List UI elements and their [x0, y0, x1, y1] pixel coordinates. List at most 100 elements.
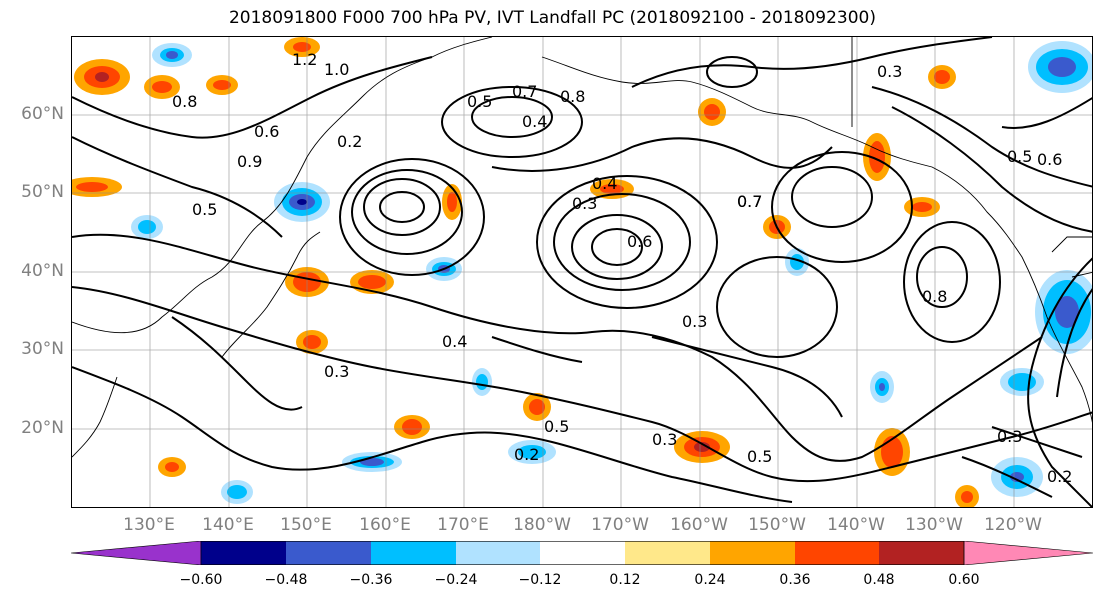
- anomaly-blob: [74, 59, 130, 95]
- shaded-field: [72, 37, 1092, 507]
- lon-label-170w: 170°W: [591, 515, 649, 535]
- map-canvas: 1.2 1.0 0.8 0.6 0.5 0.7 0.4 0.3 0.2 0.8 …: [72, 37, 1092, 507]
- contour: [72, 233, 1043, 462]
- contour-label: 0.5: [192, 200, 217, 219]
- lat-label-20n: 20°N: [21, 418, 64, 438]
- anomaly-blob: [284, 37, 320, 57]
- lon-label-180w: 180°W: [513, 515, 571, 535]
- contour: [363, 178, 441, 236]
- lon-label-150w: 150°W: [748, 515, 806, 535]
- lon-label-130e: 130°E: [123, 515, 175, 535]
- anomaly-blob: [158, 457, 186, 477]
- colorbar-segment: [201, 541, 286, 565]
- graticule: [72, 37, 1092, 507]
- anomaly-blob: [221, 480, 253, 504]
- contour-label: 0.4: [522, 112, 547, 131]
- lon-label-170e: 170°E: [437, 515, 489, 535]
- anomaly-blob: [144, 75, 180, 99]
- contour-label: 0.5: [544, 417, 569, 436]
- contour: [631, 37, 993, 88]
- colorbar-tick: −0.60: [179, 572, 223, 588]
- anomaly-blob: [991, 457, 1043, 497]
- lon-label-160w: 160°W: [670, 515, 728, 535]
- contour: [1056, 288, 1092, 398]
- lat-label-50n: 50°N: [21, 182, 64, 202]
- contour-label: 0.8: [560, 87, 585, 106]
- contour: [471, 96, 553, 138]
- contour-label: 0.2: [514, 445, 539, 464]
- contour-label: 0.3: [324, 362, 349, 381]
- contour: [1027, 257, 1092, 507]
- contour: [491, 137, 833, 172]
- colorbar: [70, 540, 1094, 569]
- anomaly-blob: [698, 98, 726, 126]
- colorbar-tick: −0.24: [434, 572, 478, 588]
- contour-label: 0.3: [877, 62, 902, 81]
- colorbar-segment: [286, 541, 371, 565]
- contour-label: 0.7: [512, 82, 537, 101]
- anomaly-blob: [508, 440, 556, 464]
- contour: [171, 316, 303, 411]
- contour: [591, 228, 643, 266]
- colorbar-segment: [795, 541, 879, 565]
- lat-label-60n: 60°N: [21, 104, 64, 124]
- anomaly-blob: [472, 368, 492, 396]
- anomaly-blob: [863, 133, 891, 181]
- contour: [72, 136, 283, 238]
- contour: [903, 221, 1001, 343]
- colorbar-segment: [710, 541, 795, 565]
- colorbar-segment: [625, 541, 710, 565]
- contour-label: 0.2: [337, 132, 362, 151]
- anomaly-blob: [442, 184, 462, 220]
- contour: [916, 246, 968, 308]
- anomaly-blob: [394, 415, 430, 439]
- contour-label: 0.9: [237, 152, 262, 171]
- contour-label: 0.6: [254, 122, 279, 141]
- colorbar-segment: [879, 541, 964, 565]
- contour-label: 1.0: [324, 60, 349, 79]
- contour-label: 0.5: [1007, 147, 1032, 166]
- contour: [441, 86, 583, 158]
- lon-label-140w: 140°W: [827, 515, 885, 535]
- anomaly-blob: [1028, 41, 1092, 93]
- colorbar-segment: [456, 541, 540, 565]
- contour: [991, 426, 1083, 458]
- anomaly-blob: [131, 215, 163, 239]
- contour-label: 0.7: [737, 192, 762, 211]
- colorbar-tick: 0.60: [948, 572, 980, 588]
- colorbar-tick: 0.24: [694, 572, 726, 588]
- colorbar-segment: [963, 540, 1094, 566]
- contour-label: 0.3: [652, 430, 677, 449]
- contour: [553, 193, 691, 291]
- contour-label: 0.3: [572, 194, 597, 213]
- contour-label: 0.4: [592, 174, 617, 193]
- contour: [72, 366, 793, 503]
- contour: [571, 214, 663, 280]
- anomaly-blob: [870, 371, 894, 403]
- anomaly-blob: [955, 485, 979, 507]
- colorbar-segment: [70, 540, 202, 566]
- contour: [771, 151, 913, 263]
- anomaly-blob: [523, 393, 551, 421]
- anomaly-blob: [206, 75, 238, 95]
- lat-label-40n: 40°N: [21, 261, 64, 281]
- contour-label: 0.7: [737, 192, 762, 211]
- contour: [706, 56, 758, 88]
- lat-label-30n: 30°N: [21, 339, 64, 359]
- lon-label-130w: 130°W: [905, 515, 963, 535]
- map-panel: 1.2 1.0 0.8 0.6 0.5 0.7 0.4 0.3 0.2 0.8 …: [71, 36, 1093, 508]
- lon-label-140e: 140°E: [202, 515, 254, 535]
- colorbar-tick: 0.48: [863, 572, 895, 588]
- colorbar-tick: 0.36: [779, 572, 811, 588]
- lon-label-150e: 150°E: [280, 515, 332, 535]
- colorbar-segment: [540, 541, 625, 565]
- anomaly-blob: [904, 197, 940, 217]
- contour: [891, 106, 1092, 233]
- contour: [961, 456, 1053, 498]
- contour: [651, 336, 843, 418]
- anomaly-blob: [296, 330, 328, 354]
- contour-label: 0.8: [922, 287, 947, 306]
- contour-label: 0.6: [1037, 150, 1062, 169]
- contour: [72, 286, 1092, 483]
- contour: [339, 158, 485, 276]
